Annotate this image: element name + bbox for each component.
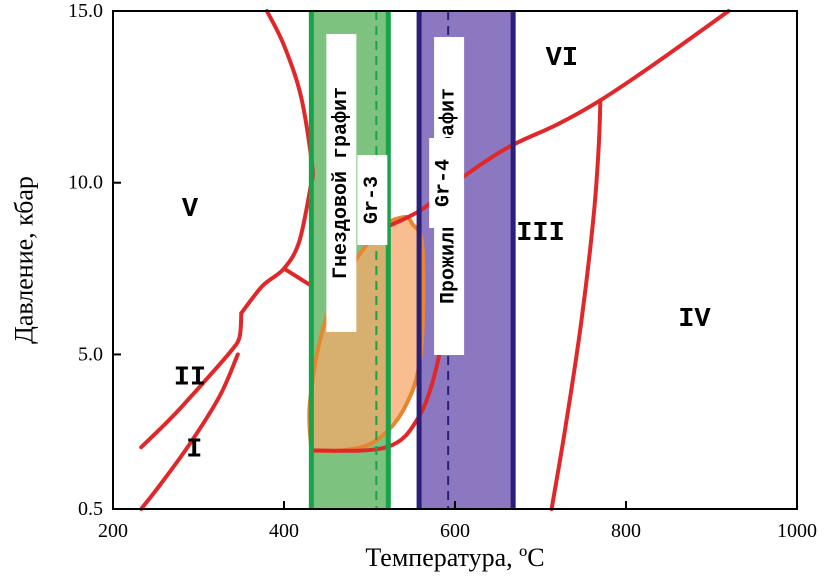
y-axis-title: Давление, кбар (10, 176, 39, 344)
region-label-I: I (186, 436, 202, 466)
boundary-line-2 (139, 311, 244, 450)
boundary-line-5 (264, 9, 315, 185)
y-tick-label: 0.5 (78, 498, 103, 520)
y-tick-label: 5.0 (78, 343, 103, 365)
boundary-line-8 (549, 98, 603, 511)
y-tick-label: 10.0 (68, 172, 103, 194)
band-gr4-fill (419, 11, 514, 509)
band-gr4-name: Gr-4 (433, 159, 456, 207)
band-gr3-title: Гнездовой графит (330, 87, 353, 279)
boundary-line-3 (239, 180, 314, 316)
orange-field-area (307, 214, 426, 454)
x-tick-label: 1000 (777, 520, 817, 542)
axis-ticks: 200 400 600 800 1000 0.5 5.0 10.0 15.0 (68, 0, 817, 542)
boundary-line-4 (282, 266, 314, 288)
band-gr3-title-box (326, 34, 357, 332)
x-tick-label: 400 (269, 520, 299, 542)
x-axis-title: Температура, ºС (365, 543, 544, 572)
region-label-II: II (174, 363, 206, 393)
x-tick-label: 200 (98, 520, 128, 542)
x-tick-label: 600 (440, 520, 470, 542)
region-label-IV: IV (678, 305, 711, 335)
boundary-line-1 (139, 352, 240, 511)
band-gr3-name-box (357, 155, 388, 245)
band-gr4-name-box (429, 138, 460, 228)
region-label-V: V (182, 195, 199, 225)
region-label-VI: VI (546, 44, 578, 74)
region-label-III: III (516, 219, 565, 249)
orange-field (307, 214, 426, 454)
boundary-line-7 (376, 9, 731, 233)
band-gr3-name: Gr-3 (361, 176, 384, 224)
x-tick-label: 800 (611, 520, 641, 542)
y-tick-label: 15.0 (68, 0, 103, 22)
